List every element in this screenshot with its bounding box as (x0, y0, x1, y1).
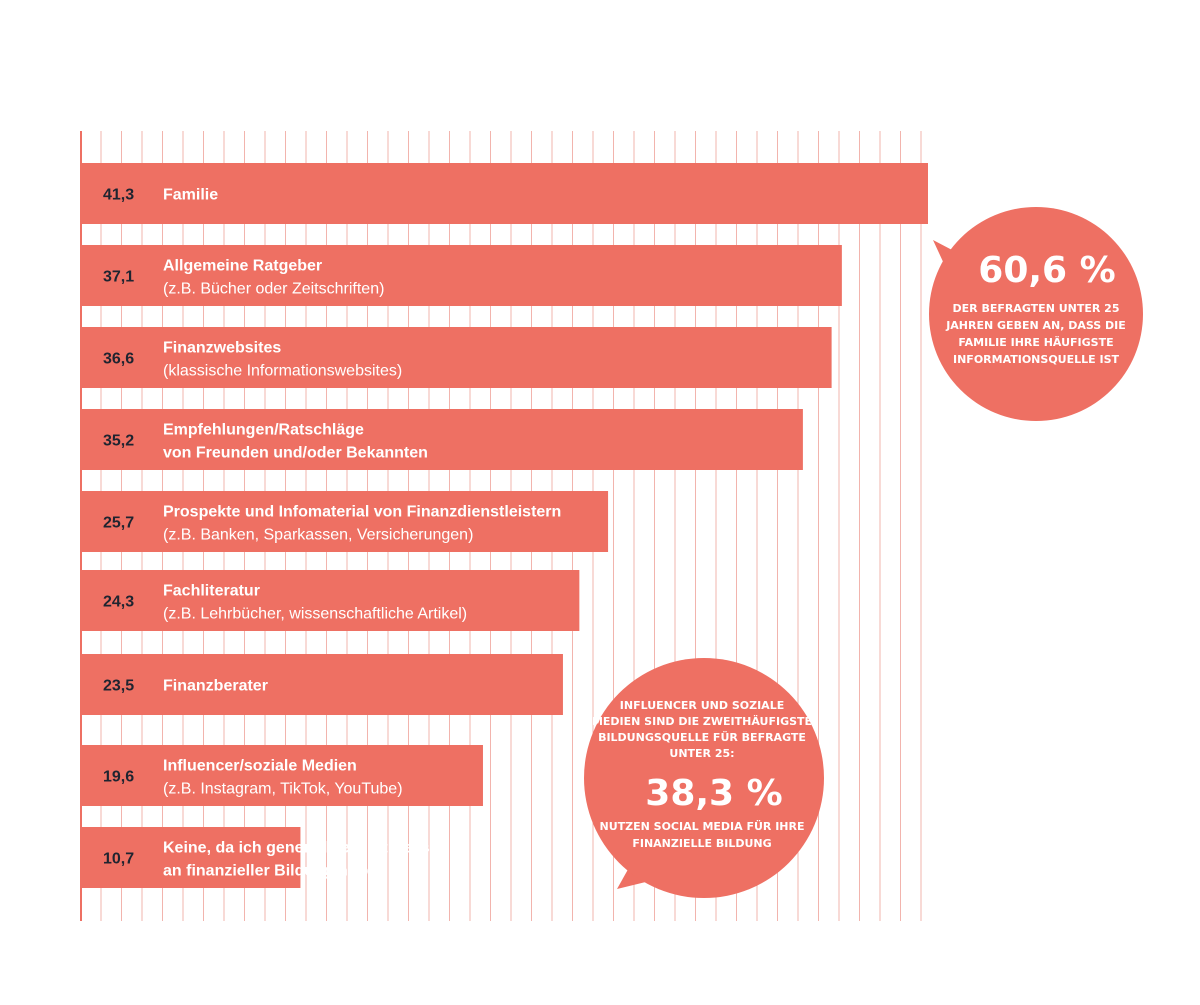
bar-item: 23,5 Finanzberater (82, 654, 563, 715)
bar-value-label: 10,7 (103, 851, 134, 868)
callout-text-line: INFLUENCER UND SOZIALE (620, 699, 784, 712)
bar (82, 163, 928, 224)
callout-bubble (584, 658, 824, 898)
bar-value-label: 19,6 (103, 769, 134, 786)
bar-category-sublabel: (z.B. Bücher oder Zeitschriften) (163, 281, 384, 298)
bar-value-label: 36,6 (103, 351, 134, 368)
bar-item: 25,7 Prospekte und Infomaterial von Finan… (82, 491, 609, 552)
bar-category-label: Allgemeine Ratgeber (163, 258, 322, 275)
bar-value-label: 24,3 (103, 594, 134, 611)
bars-group: 41,3 Familie 37,1 Allgemeine Ratgeber (z.B. … (82, 163, 928, 888)
callout-text-line: JAHREN GEBEN AN, DASS DIE (945, 319, 1126, 332)
bar-item: 41,3 Familie (82, 163, 928, 224)
bar-item: 24,3 Fachliteratur (z.B. Lehrbücher, wisse… (82, 570, 580, 631)
callout-big-number: 38,3 % (645, 773, 782, 814)
bar (82, 409, 803, 470)
bar-item: 19,6 Influencer/soziale Medien (z.B. Insta… (82, 745, 483, 806)
bar-value-label: 35,2 (103, 433, 134, 450)
bar (82, 745, 483, 806)
bar-category-sublabel: (z.B. Instagram, TikTok, YouTube) (163, 781, 403, 798)
bar-category-label: Keine, da ich generell kein Interesse (163, 840, 439, 857)
bar-value-label: 37,1 (103, 269, 134, 286)
callout-text-line: BILDUNGSQUELLE FÜR BEFRAGTE (598, 730, 806, 744)
callouts-group: 60,6 % DER BEFRAGTEN UNTER 25 JAHREN GEBEN… (584, 207, 1143, 898)
callout-text-line: DER BEFRAGTEN UNTER 25 (953, 302, 1120, 315)
bar-value-label: 25,7 (103, 515, 134, 532)
callout-text-line: INFORMATIONSQUELLE IST (953, 353, 1119, 366)
bar-category-label: Prospekte und Infomaterial von Finanzdie… (163, 504, 561, 521)
callout-text-line: MEDIEN SIND DIE ZWEITHÄUFIGSTE (592, 714, 812, 728)
bar-category-label: Influencer/soziale Medien (163, 758, 357, 775)
bar-category-sublabel: an finanzieller Bildung habe (163, 863, 376, 880)
bar-item: 37,1 Allgemeine Ratgeber (z.B. Bücher oder… (82, 245, 842, 306)
callout-text-line: NUTZEN SOCIAL MEDIA FÜR IHRE (599, 819, 804, 833)
bar (82, 327, 832, 388)
bar (82, 827, 301, 888)
bar (82, 491, 609, 552)
bar (82, 654, 563, 715)
callout-text-line: FINANZIELLE BILDUNG (632, 837, 771, 850)
callout-text-line: FAMILIE IHRE HÄUFIGSTE (958, 335, 1113, 349)
bar (82, 245, 842, 306)
bar-category-sublabel: (z.B. Lehrbücher, wissenschaftliche Arti… (163, 606, 467, 623)
bar-item: 36,6 Finanzwebsites (klassische Informatio… (82, 327, 832, 388)
callout-text-line: UNTER 25: (669, 747, 734, 760)
bar-category-sublabel: (klassische Informationswebsites) (163, 363, 402, 380)
bar-item: 10,7 Keine, da ich generell kein Interess… (82, 827, 439, 888)
callout-social-media: INFLUENCER UND SOZIALE MEDIEN SIND DIE ZW… (584, 658, 824, 898)
bar-category-sublabel: (z.B. Banken, Sparkassen, Versicherungen… (163, 527, 473, 544)
bar-category-sublabel: von Freunden und/oder Bekannten (163, 445, 428, 462)
bar-category-label: Familie (163, 187, 218, 204)
callout-big-number: 60,6 % (978, 250, 1115, 291)
bar-category-label: Empfehlungen/Ratschläge (163, 422, 364, 439)
bar (82, 570, 580, 631)
bar-value-label: 23,5 (103, 678, 134, 695)
bar-value-label: 41,3 (103, 187, 134, 204)
callout-bubble (929, 207, 1143, 421)
bar-item: 35,2 Empfehlungen/Ratschläge von Freunden … (82, 409, 803, 470)
bar-category-label: Finanzwebsites (163, 340, 281, 357)
callout-family: 60,6 % DER BEFRAGTEN UNTER 25 JAHREN GEBEN… (929, 207, 1143, 421)
bar-category-label: Fachliteratur (163, 583, 260, 600)
bar-category-label: Finanzberater (163, 678, 268, 695)
